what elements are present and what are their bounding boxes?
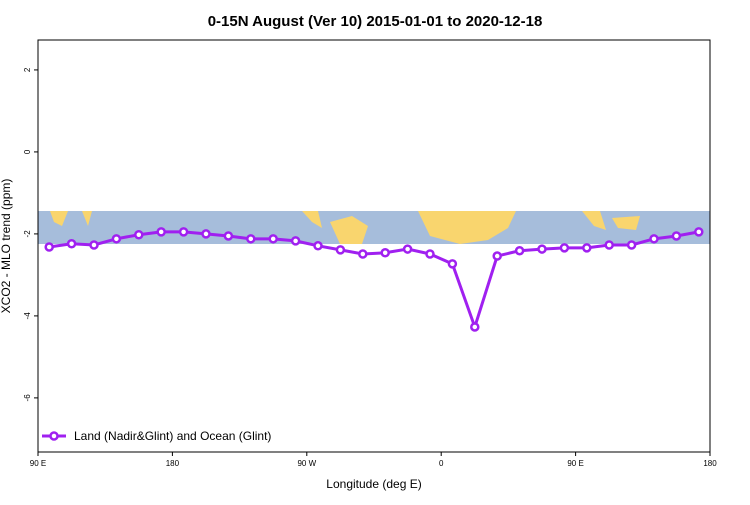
data-point <box>470 322 480 332</box>
y-tick-label: -2 <box>23 230 32 238</box>
data-point <box>559 243 570 253</box>
legend-label: Land (Nadir&Glint) and Ocean (Glint) <box>74 429 271 443</box>
y-tick-label: 0 <box>23 149 32 154</box>
x-tick-label: 180 <box>703 459 717 468</box>
data-point <box>380 248 390 258</box>
plot-frame <box>37 39 711 453</box>
data-point <box>268 234 278 244</box>
data-point <box>201 229 211 239</box>
x-tick-label: 90 W <box>297 459 316 468</box>
data-point <box>313 241 323 251</box>
data-point <box>671 231 682 241</box>
data-point <box>335 245 346 255</box>
legend: Land (Nadir&Glint) and Ocean (Glint) <box>42 429 271 443</box>
y-tick-label: 2 <box>23 67 32 72</box>
data-point <box>604 240 614 250</box>
data-point <box>111 234 122 244</box>
data-point <box>223 231 234 241</box>
y-axis-label: XCO2 - MLO trend (ppm) <box>0 179 13 314</box>
x-tick-label: 90 E <box>30 459 46 468</box>
y-tick-label: -4 <box>23 312 32 320</box>
data-point <box>514 245 525 256</box>
data-point <box>537 244 547 254</box>
x-tick-label: 180 <box>166 459 180 468</box>
data-point <box>66 238 77 249</box>
data-point <box>44 242 54 252</box>
x-axis-label: Longitude (deg E) <box>326 477 421 491</box>
data-point <box>402 244 413 254</box>
data-point <box>582 243 592 253</box>
data-point <box>89 240 99 250</box>
data-point <box>178 227 189 237</box>
data-point <box>694 227 704 237</box>
data-point <box>134 229 144 240</box>
data-point <box>447 259 458 269</box>
data-point <box>358 249 368 259</box>
data-point <box>425 249 435 259</box>
map-band <box>38 211 710 244</box>
legend-marker <box>49 431 59 441</box>
data-point <box>290 236 301 246</box>
data-point <box>492 251 502 261</box>
x-tick-label: 90 E <box>567 459 583 468</box>
data-point <box>626 240 637 250</box>
data-point <box>649 234 659 244</box>
y-tick-label: -6 <box>23 394 32 402</box>
chart-title: 0-15N August (Ver 10) 2015-01-01 to 2020… <box>208 13 543 30</box>
x-tick-label: 0 <box>439 459 444 468</box>
series-line <box>48 230 700 332</box>
data-point <box>156 227 166 237</box>
data-point <box>246 234 256 244</box>
